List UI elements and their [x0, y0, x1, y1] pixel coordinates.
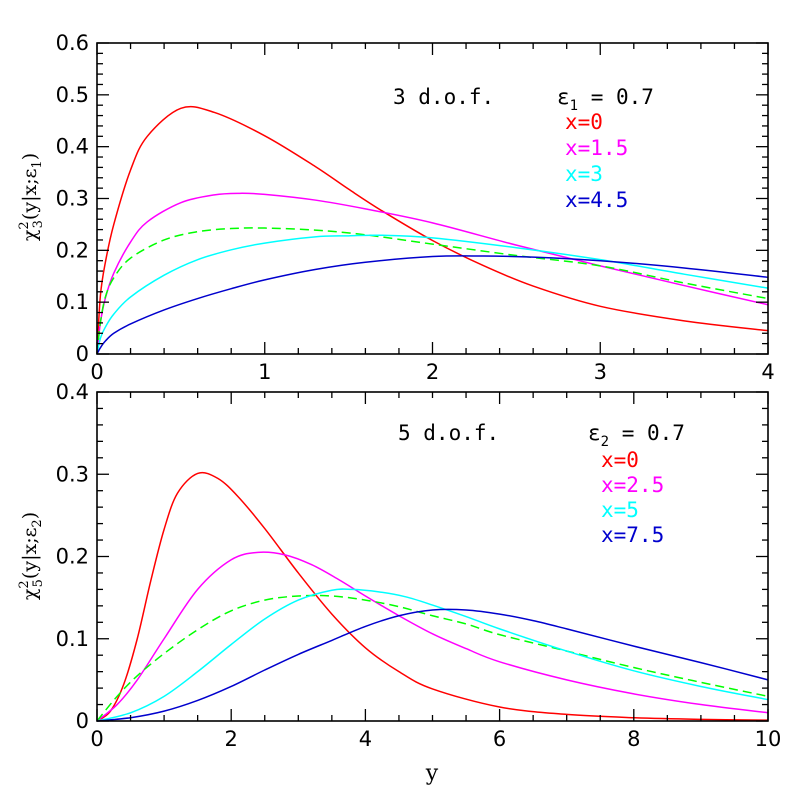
- y-tick-label: 0.2: [56, 238, 89, 262]
- x-tick-label: 6: [493, 727, 506, 751]
- panel-2-series-x-5: [96, 588, 769, 722]
- x-tick-label: 4: [761, 360, 774, 384]
- y-tick-label: 0.2: [56, 545, 89, 569]
- panel-1-series-dashed: [96, 227, 769, 355]
- bottom-panel: 0 2 4 6 8 10 0 0.1 0.2 0.3 0.4 χ25(y|x;ε2) 5 d.o.f…: [17, 380, 781, 786]
- x-tick-label: 4: [359, 727, 372, 751]
- top-panel-ticks: [96, 42, 769, 355]
- x-tick-label: 0: [90, 360, 103, 384]
- legend-entry: x=2.5: [601, 473, 664, 497]
- legend-entry: x=5: [601, 498, 639, 522]
- legend-entry: x=0: [601, 448, 639, 472]
- legend-entry: x=0: [565, 110, 603, 134]
- x-axis-label: y: [425, 761, 439, 786]
- top-panel-epsilon-label: ε1 = 0.7: [557, 85, 654, 114]
- legend-entry: x=4.5: [565, 188, 628, 212]
- x-tick-label: 8: [627, 727, 640, 751]
- legend-entry: x=1.5: [565, 136, 628, 160]
- y-tick-label: 0.4: [56, 135, 89, 159]
- y-tick-label: 0: [76, 709, 89, 733]
- x-tick-label: 1: [258, 360, 271, 384]
- y-tick-label: 0.3: [56, 187, 89, 211]
- x-tick-label: 2: [225, 727, 238, 751]
- bottom-panel-ticks: [96, 391, 769, 722]
- legend-entry: x=3: [565, 162, 603, 186]
- top-panel-dof-label: 3 d.o.f.: [393, 85, 494, 109]
- y-tick-label: 0.3: [56, 462, 89, 486]
- top-panel-curves: [96, 105, 769, 355]
- bottom-panel-epsilon-label: ε2 = 0.7: [588, 421, 685, 450]
- panel-1-series-x-0: [96, 105, 769, 355]
- panel-2-series-x-0: [96, 471, 769, 722]
- x-tick-label: 2: [426, 360, 439, 384]
- y-tick-label: 0.5: [56, 83, 89, 107]
- panel-2-series-x-7-5: [96, 608, 769, 722]
- legend-entry: x=7.5: [601, 523, 664, 547]
- y-tick-label: 0.1: [56, 290, 89, 314]
- top-panel-y-axis-label: χ23(y|x;ε1): [17, 153, 46, 241]
- bottom-panel-dof-label: 5 d.o.f.: [398, 421, 499, 445]
- bottom-panel-y-axis-label: χ25(y|x;ε2): [17, 512, 46, 600]
- y-tick-label: 0.6: [56, 31, 89, 55]
- top-panel-tick-labels: 0 1 2 3 4 0 0.1 0.2 0.3 0.4 0.5 0.6: [56, 31, 775, 384]
- top-panel-legend: x=0x=1.5x=3x=4.5: [565, 110, 628, 212]
- panel-1-series-x-1-5: [96, 192, 769, 355]
- panel-2-series-dashed: [96, 594, 769, 722]
- panel-1-series-x-3: [96, 234, 769, 355]
- y-tick-label: 0.4: [56, 380, 89, 404]
- bottom-panel-curves: [96, 471, 769, 722]
- x-tick-label: 3: [594, 360, 607, 384]
- x-tick-label: 10: [755, 727, 782, 751]
- panel-2-series-x-2-5: [96, 551, 769, 722]
- y-tick-label: 0: [76, 342, 89, 366]
- y-tick-label: 0.1: [56, 627, 89, 651]
- bottom-panel-legend: x=0x=2.5x=5x=7.5: [601, 448, 664, 547]
- x-tick-label: 0: [90, 727, 103, 751]
- panel-1-series-x-4-5: [96, 255, 769, 355]
- bottom-panel-tick-labels: 0 2 4 6 8 10 0 0.1 0.2 0.3 0.4: [56, 380, 782, 751]
- top-panel: 0 1 2 3 4 0 0.1 0.2 0.3 0.4 0.5 0.6 χ23(y|x;ε1) 3 d…: [17, 31, 775, 384]
